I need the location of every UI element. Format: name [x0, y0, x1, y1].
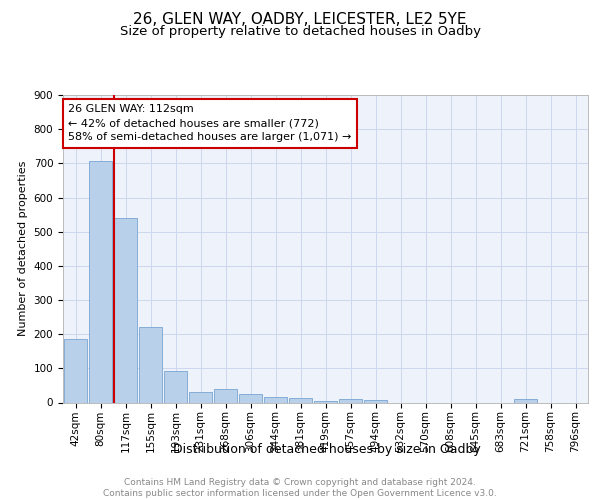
Text: Contains HM Land Registry data © Crown copyright and database right 2024.
Contai: Contains HM Land Registry data © Crown c…: [103, 478, 497, 498]
Text: Size of property relative to detached houses in Oadby: Size of property relative to detached ho…: [119, 25, 481, 38]
Bar: [89, 161, 112, 402]
Bar: [114, 218, 137, 402]
Bar: [314, 401, 337, 402]
Bar: [189, 392, 212, 402]
Text: 26, GLEN WAY, OADBY, LEICESTER, LE2 5YE: 26, GLEN WAY, OADBY, LEICESTER, LE2 5YE: [133, 12, 467, 28]
Bar: [164, 371, 187, 402]
Bar: [64, 340, 87, 402]
Text: 26 GLEN WAY: 112sqm
← 42% of detached houses are smaller (772)
58% of semi-detac: 26 GLEN WAY: 112sqm ← 42% of detached ho…: [68, 104, 352, 142]
Bar: [289, 398, 312, 402]
Y-axis label: Number of detached properties: Number of detached properties: [18, 161, 28, 336]
Bar: [264, 398, 287, 402]
Bar: [239, 394, 262, 402]
Bar: [339, 399, 362, 402]
Bar: [214, 389, 237, 402]
Bar: [514, 399, 537, 402]
Text: Distribution of detached houses by size in Oadby: Distribution of detached houses by size …: [173, 442, 481, 456]
Bar: [139, 328, 162, 402]
Bar: [364, 400, 387, 402]
